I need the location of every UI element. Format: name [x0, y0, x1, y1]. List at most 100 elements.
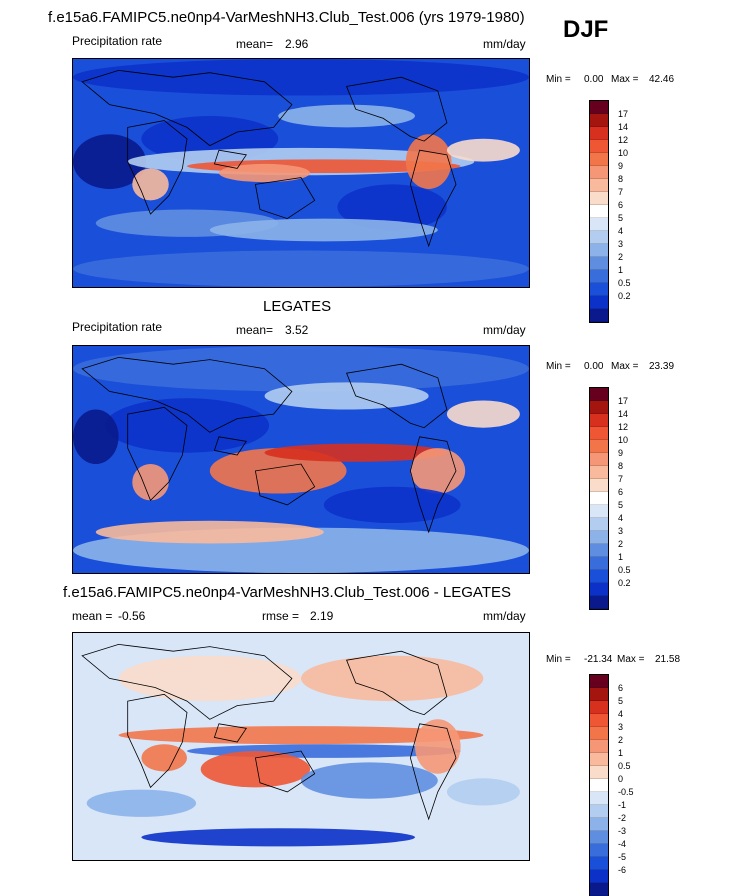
colorbar-tick-label: 9: [618, 161, 624, 171]
colorbar-swatch: [590, 818, 608, 831]
coastline: [127, 693, 188, 789]
panel2-max-label: Max =: [611, 361, 639, 372]
panel1-colorbar: [589, 100, 609, 323]
colorbar-swatch: [590, 805, 608, 818]
coastline: [346, 650, 448, 716]
panel2-mean-label: mean=: [236, 323, 274, 337]
coastline: [127, 406, 188, 502]
field-region: [410, 448, 466, 494]
colorbar-swatch: [590, 844, 608, 857]
colorbar-swatch: [590, 140, 608, 153]
field-region: [301, 762, 438, 799]
colorbar-swatch: [590, 740, 608, 753]
coastline: [127, 120, 188, 215]
field-region: [323, 486, 461, 524]
colorbar-swatch: [590, 127, 608, 140]
coastline: [409, 436, 457, 534]
colorbar-swatch: [590, 179, 608, 192]
field-region: [118, 655, 301, 702]
field-region: [415, 719, 461, 774]
colorbar-tick-label: -0.5: [618, 787, 634, 797]
colorbar-swatch: [590, 401, 608, 414]
colorbar-tick-label: -6: [618, 865, 627, 875]
colorbar-tick-label: 1: [618, 265, 624, 275]
chart-title-2: LEGATES: [263, 298, 332, 315]
panel1-units: mm/day: [483, 37, 526, 51]
colorbar-tick-label: 5: [618, 696, 624, 706]
colorbar-tick-label: 0.5: [618, 565, 631, 575]
coastline: [254, 463, 316, 506]
colorbar-tick-label: 10: [618, 435, 629, 445]
colorbar-tick-label: 1: [618, 552, 624, 562]
coastline: [81, 356, 293, 433]
colorbar-swatch: [590, 192, 608, 205]
colorbar-tick-label: 0.5: [618, 761, 631, 771]
colorbar-tick-label: 2: [618, 539, 624, 549]
colorbar-tick-label: 7: [618, 474, 624, 484]
panel2-min-label: Min =: [546, 361, 571, 372]
colorbar-tick-label: 3: [618, 526, 624, 536]
colorbar-swatch: [590, 596, 608, 609]
chart-title-1: f.e15a6.FAMIPC5.ne0np4-VarMeshNH3.Club_T…: [48, 9, 525, 26]
colorbar-swatch: [590, 714, 608, 727]
colorbar-swatch: [590, 792, 608, 805]
colorbar-tick-label: 0.2: [618, 578, 631, 588]
field-region: [446, 400, 520, 428]
panel1-map: [72, 58, 530, 288]
coastline: [81, 69, 293, 147]
colorbar-swatch: [590, 701, 608, 714]
field-region: [73, 59, 529, 96]
colorbar-tick-label: 3: [618, 722, 624, 732]
panel3-units: mm/day: [483, 609, 526, 623]
colorbar-swatch: [590, 492, 608, 505]
colorbar-swatch: [590, 244, 608, 257]
coastline: [213, 149, 247, 169]
coastline: [346, 76, 448, 142]
colorbar-tick-label: -4: [618, 839, 627, 849]
panel2-colorbar: [589, 387, 609, 610]
colorbar-tick-label: 0.2: [618, 291, 631, 301]
panel3-mean-label: mean =: [72, 609, 113, 623]
colorbar-swatch: [590, 296, 608, 309]
colorbar-swatch: [590, 883, 608, 896]
coastline: [346, 363, 448, 429]
colorbar-tick-label: 0.5: [618, 278, 631, 288]
colorbar-swatch: [590, 570, 608, 583]
colorbar-tick-label: 2: [618, 735, 624, 745]
colorbar-swatch: [590, 753, 608, 766]
coastline: [213, 436, 247, 456]
panel1-variable-label: Precipitation rate: [72, 34, 163, 48]
panel3-map: [72, 632, 530, 861]
colorbar-swatch: [590, 479, 608, 492]
panel1-mean-label: mean=: [236, 37, 274, 51]
colorbar-swatch: [590, 257, 608, 270]
season-label: DJF: [563, 16, 609, 43]
panel3-min-label: Min =: [546, 654, 571, 665]
panel2-min-value: 0.00: [584, 361, 604, 372]
colorbar-swatch: [590, 505, 608, 518]
colorbar-tick-label: -5: [618, 852, 627, 862]
field-region: [446, 138, 520, 162]
colorbar-swatch: [590, 557, 608, 570]
colorbar-swatch: [590, 466, 608, 479]
colorbar-swatch: [590, 414, 608, 427]
field-region: [405, 134, 452, 189]
colorbar-swatch: [590, 583, 608, 596]
coastline: [213, 723, 247, 743]
coastline: [409, 723, 457, 821]
panel3-rmse-label: rmse =: [262, 609, 300, 623]
field-region: [209, 218, 438, 242]
coastline: [81, 643, 293, 720]
field-region: [301, 655, 484, 702]
colorbar-tick-label: 1: [618, 748, 624, 758]
colorbar-swatch: [590, 166, 608, 179]
colorbar-swatch: [590, 205, 608, 218]
panel2-max-value: 23.39: [649, 361, 675, 372]
coastline: [409, 149, 457, 248]
colorbar-tick-label: 8: [618, 174, 624, 184]
colorbar-tick-label: 12: [618, 135, 629, 145]
colorbar-tick-label: 17: [618, 109, 629, 119]
colorbar-swatch: [590, 218, 608, 231]
field-region: [200, 751, 311, 788]
colorbar-swatch: [590, 779, 608, 792]
